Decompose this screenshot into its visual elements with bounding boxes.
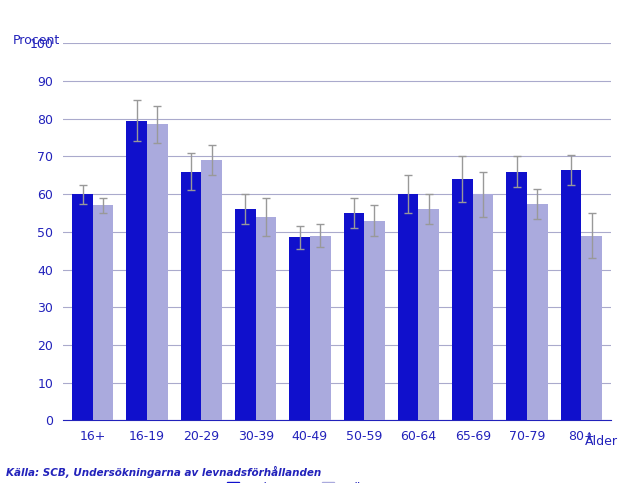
Bar [343, 213, 364, 420]
Bar [398, 194, 418, 420]
Bar [147, 125, 168, 420]
Bar [127, 121, 147, 420]
Bar [472, 194, 493, 420]
Bar [181, 171, 202, 420]
Bar [202, 160, 222, 420]
Bar [289, 238, 310, 420]
Bar [93, 205, 113, 420]
Bar [72, 194, 93, 420]
Bar [452, 179, 472, 420]
Bar [507, 171, 527, 420]
Bar [310, 236, 331, 420]
Bar [561, 170, 581, 420]
Bar [235, 209, 256, 420]
Text: Källa: SCB, Undersökningarna av levnadsförhållanden: Källa: SCB, Undersökningarna av levnadsf… [6, 466, 321, 478]
Text: Procent: Procent [13, 34, 60, 47]
Bar [364, 221, 385, 420]
Bar [581, 236, 602, 420]
Legend: Kvinnor, Män: Kvinnor, Män [227, 482, 370, 483]
Text: Ålder: Ålder [585, 435, 617, 448]
Bar [418, 209, 439, 420]
Bar [527, 204, 547, 420]
Bar [256, 217, 277, 420]
